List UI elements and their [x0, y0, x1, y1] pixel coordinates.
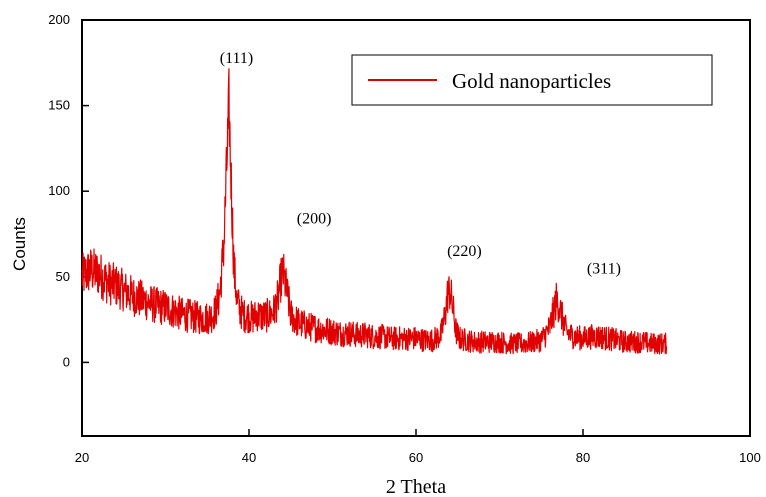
peak-annotation: (220) [447, 243, 482, 260]
y-tick-label: 50 [56, 269, 70, 284]
x-tick-marks [81, 429, 751, 436]
y-tick-label: 0 [63, 354, 70, 369]
y-tick-label: 100 [48, 183, 70, 198]
peak-annotation: (311) [587, 260, 621, 277]
y-tick-marks [82, 19, 89, 364]
x-tick-label: 20 [75, 450, 89, 465]
legend-label: Gold nanoparticles [452, 69, 611, 93]
peak-annotation: (200) [297, 211, 332, 228]
x-tick-label: 100 [739, 450, 761, 465]
x-tick-labels: 20 40 60 80 100 [75, 450, 761, 465]
y-tick-label: 200 [48, 12, 70, 27]
y-axis-title: Counts [10, 217, 29, 271]
x-axis-title: 2 Theta [386, 476, 446, 497]
peak-annotations: (111) (200) (220) (311) [220, 50, 621, 278]
x-tick-label: 60 [409, 450, 423, 465]
y-tick-labels: 0 50 100 150 200 [48, 12, 70, 369]
y-tick-label: 150 [48, 98, 70, 113]
peak-annotation: (111) [220, 50, 253, 67]
legend-box [351, 54, 713, 106]
x-tick-label: 80 [576, 450, 590, 465]
series-line-gold-nanoparticles [81, 68, 668, 355]
x-tick-label: 40 [242, 450, 256, 465]
